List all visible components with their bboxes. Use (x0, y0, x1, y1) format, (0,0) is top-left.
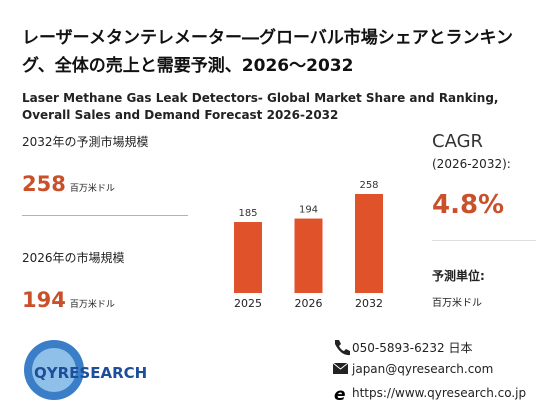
x-tick-label: 2025 (234, 297, 262, 310)
stat-value: 194 (22, 288, 66, 312)
contact-icons: e (332, 340, 350, 405)
value-label: 185 (238, 208, 257, 219)
logo: QYRESEARCH (24, 340, 147, 400)
stat-label: 2032年の予測市場規模 (22, 135, 149, 149)
unit-label: 予測単位: (432, 269, 485, 283)
stat: 258 百万米ドル (22, 172, 115, 196)
bar (355, 194, 383, 293)
stat-unit: 百万米ドル (69, 184, 115, 194)
mail-icon (332, 362, 349, 370)
stat-label: 2026年の市場規模 (22, 251, 125, 265)
web-icon: e (334, 385, 346, 405)
stat-value: 258 (22, 172, 66, 196)
cagr-label: CAGR (432, 131, 484, 152)
x-tick-label: 2032 (355, 297, 383, 310)
phone: 050-5893-6232 日本 (352, 341, 473, 355)
divider (22, 215, 188, 216)
cagr-period: (2026-2032): (432, 157, 511, 171)
phone-icon (335, 340, 350, 356)
bar (234, 222, 262, 293)
stat-unit: 百万米ドル (69, 300, 115, 310)
divider (432, 240, 536, 241)
email: japan@qyresearch.com (352, 362, 494, 376)
stat: 194 百万米ドル (22, 288, 115, 312)
value-label: 258 (359, 180, 378, 191)
x-tick-label: 2026 (295, 297, 323, 310)
title: レーザーメタンテレメーター―グローバル市場シェアとランキング、全体の売上と需要予… (22, 28, 513, 76)
bar (294, 218, 323, 293)
subtitle: Laser Methane Gas Leak Detectors- Global… (22, 91, 499, 122)
value-label: 194 (299, 205, 318, 216)
unit: 百万米ドル (432, 298, 482, 309)
logo-text: QYRESEARCH (34, 364, 147, 382)
cagr-value: 4.8% (432, 190, 505, 220)
logo-globe (32, 348, 76, 392)
website[interactable]: https://www.qyresearch.co.jp (352, 386, 527, 400)
